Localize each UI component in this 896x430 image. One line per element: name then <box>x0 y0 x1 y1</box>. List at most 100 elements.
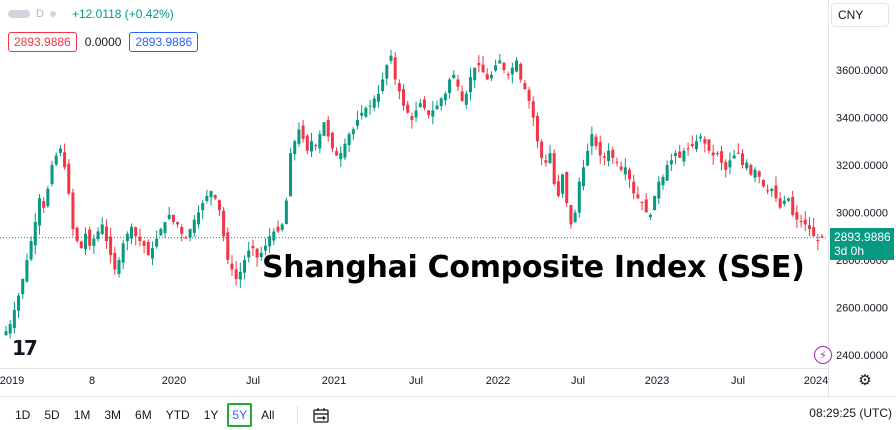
candle-body <box>456 79 460 87</box>
range-button-5y[interactable]: 5Y <box>227 403 253 427</box>
candle-body <box>569 205 573 225</box>
candle-body <box>761 179 765 187</box>
candle-body <box>184 237 188 239</box>
candle-body <box>648 214 652 218</box>
candle-body <box>778 198 782 208</box>
x-tick-label: Jul <box>409 375 423 387</box>
range-button-ytd[interactable]: YTD <box>165 408 190 422</box>
candle-body <box>581 167 585 187</box>
candle-body <box>205 195 209 201</box>
candle-body <box>393 57 397 80</box>
y-tick-label: 2600.0000 <box>836 303 888 315</box>
candle-body <box>699 136 703 139</box>
candle-body <box>25 260 29 282</box>
chart-plot[interactable]: 2400.00002600.00002800.00003000.00003200… <box>0 0 896 396</box>
gear-icon[interactable]: ⚙ <box>858 372 872 389</box>
range-button-1m[interactable]: 1M <box>73 408 91 422</box>
legend-toggle-pill[interactable] <box>8 10 30 18</box>
candle-body <box>54 155 58 165</box>
candle-body <box>820 236 824 238</box>
candle-body <box>289 153 293 197</box>
candle-body <box>356 119 360 126</box>
candle-body <box>674 153 678 156</box>
candle-body <box>389 55 393 61</box>
candle-body <box>510 67 514 75</box>
candle-body <box>385 65 389 79</box>
calendar-range-icon[interactable] <box>312 406 330 424</box>
candle-body <box>79 241 83 249</box>
candle-body <box>414 110 418 118</box>
candle-body <box>381 79 385 91</box>
sell-price-box[interactable]: 2893.9886 <box>8 32 77 52</box>
candle-body <box>707 139 711 151</box>
candle-body <box>284 200 288 225</box>
candle-body <box>247 250 251 258</box>
range-button-6m[interactable]: 6M <box>135 408 152 422</box>
chart-title-overlay: Shanghai Composite Index (SSE) <box>262 250 805 285</box>
candle-body <box>745 162 749 169</box>
candle-body <box>766 190 770 192</box>
candle-body <box>724 162 728 170</box>
candle-body <box>431 110 435 117</box>
range-button-5d[interactable]: 5D <box>44 408 60 422</box>
candle-body <box>791 196 795 215</box>
range-button-3m[interactable]: 3M <box>104 408 122 422</box>
candle-body <box>213 195 217 199</box>
candle-body <box>439 98 443 106</box>
candle-body <box>301 125 305 139</box>
candle-body <box>88 229 92 246</box>
y-tick-label: 3000.0000 <box>836 208 888 220</box>
candle-body <box>159 229 163 236</box>
candle-body <box>586 150 590 166</box>
candle-body <box>293 141 297 155</box>
y-tick-label: 2400.0000 <box>836 350 888 362</box>
range-button-all[interactable]: All <box>261 408 275 422</box>
candle-body <box>201 203 205 211</box>
candle-body <box>255 248 259 258</box>
range-button-1y[interactable]: 1Y <box>203 408 219 422</box>
candle-body <box>565 172 569 203</box>
candle-body <box>694 141 698 150</box>
range-buttons: 1D 5D 1M 3M 6M YTD 1Y 5Y All <box>10 403 330 427</box>
candle-body <box>309 141 313 152</box>
buy-price-box[interactable]: 2893.9886 <box>129 32 199 52</box>
candle-body <box>602 156 606 158</box>
x-tick-label: Jul <box>731 375 745 387</box>
candle-body <box>452 74 456 78</box>
y-tick-label: 3400.0000 <box>836 113 888 125</box>
candle-body <box>238 271 242 280</box>
x-tick-label: 2024 <box>804 375 828 387</box>
lightning-icon[interactable]: ⚡ <box>814 346 832 364</box>
candle-body <box>12 309 16 329</box>
range-button-1d[interactable]: 1D <box>15 408 31 422</box>
candle-body <box>268 236 272 247</box>
candle-body <box>42 201 46 208</box>
candle-body <box>535 115 539 142</box>
candle-body <box>502 62 506 70</box>
candle-body <box>678 151 682 158</box>
candle-body <box>209 191 213 198</box>
candle-body <box>92 238 96 246</box>
legend-status-dot <box>49 11 56 17</box>
candle-body <box>37 198 41 226</box>
candle-body <box>556 181 560 196</box>
candle-body <box>326 119 330 137</box>
candle-body <box>351 129 355 135</box>
currency-selector[interactable]: CNY <box>831 3 889 27</box>
candle-body <box>728 160 732 168</box>
candle-body <box>481 64 485 73</box>
candle-body <box>4 331 8 335</box>
candle-body <box>322 122 326 136</box>
candle-body <box>276 226 280 232</box>
tradingview-logo[interactable]: 17 <box>12 336 38 360</box>
candle-body <box>519 63 523 80</box>
candle-body <box>498 60 502 64</box>
candle-body <box>280 224 284 230</box>
candle-body <box>611 149 615 158</box>
candle-body <box>515 60 519 72</box>
candle-body <box>402 89 406 106</box>
candle-body <box>703 138 707 144</box>
candle-body <box>506 74 510 76</box>
bar-countdown: 3d 0h <box>834 244 865 258</box>
